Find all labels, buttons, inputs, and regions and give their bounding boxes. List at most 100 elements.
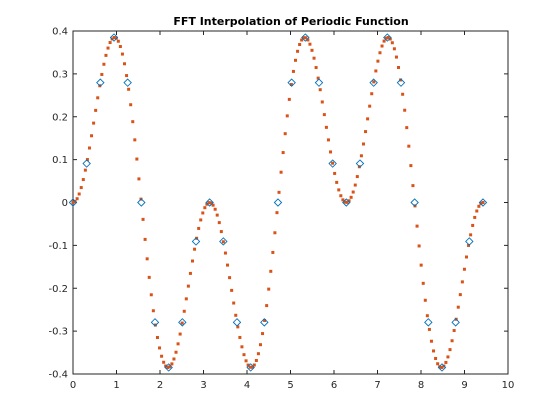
fine-point <box>131 120 135 124</box>
fine-point <box>155 336 159 340</box>
fine-point <box>120 52 124 56</box>
fine-point <box>462 267 466 271</box>
fine-point <box>374 69 378 73</box>
fine-point <box>190 259 194 263</box>
fine-point <box>180 321 184 325</box>
sample-point <box>68 198 78 207</box>
sample-point <box>410 198 419 207</box>
fine-point <box>473 215 477 219</box>
fine-point <box>230 288 234 292</box>
fine-point <box>444 360 448 364</box>
fine-point <box>118 45 122 49</box>
sample-point <box>191 237 201 246</box>
y-tick-label: -0.2 <box>48 284 68 295</box>
sample-point <box>96 78 105 87</box>
fine-point <box>403 108 407 112</box>
fine-point <box>236 325 240 329</box>
fine-point <box>114 36 118 40</box>
fine-point <box>108 41 112 45</box>
fine-point <box>244 359 248 363</box>
fine-point <box>440 365 444 369</box>
sample-point <box>383 33 392 42</box>
fine-point <box>275 211 279 215</box>
series-fine-interpolation <box>71 36 485 369</box>
x-tick-label: 5 <box>287 380 293 391</box>
fine-point <box>429 339 433 343</box>
fine-point <box>133 138 137 142</box>
fine-point <box>359 154 363 158</box>
fine-point <box>250 365 254 369</box>
fine-point <box>102 62 106 66</box>
sample-point <box>246 363 255 372</box>
fine-point <box>232 301 236 305</box>
fine-point <box>298 43 302 47</box>
series-coarse-samples <box>68 33 488 372</box>
fine-point <box>289 83 293 87</box>
fine-point <box>291 69 295 73</box>
fine-point <box>94 108 98 112</box>
fine-point <box>296 49 300 53</box>
fine-point <box>411 184 415 188</box>
fine-point <box>256 352 260 356</box>
fine-point <box>481 201 485 204</box>
y-tick-label: -0.3 <box>48 327 68 338</box>
fine-point <box>75 197 79 201</box>
fine-point <box>464 255 468 259</box>
fine-point <box>285 114 289 118</box>
x-tick-label: 6 <box>331 380 337 391</box>
fine-point <box>434 356 438 360</box>
fine-point <box>79 186 83 190</box>
sample-point <box>451 318 460 327</box>
fine-point <box>320 100 324 104</box>
fine-point <box>217 221 221 225</box>
fine-point <box>71 201 75 204</box>
fine-point <box>345 200 349 204</box>
x-tick-label: 9 <box>461 380 467 391</box>
x-tick-label: 8 <box>418 380 424 391</box>
sample-point <box>178 318 187 327</box>
sample-point <box>465 237 474 246</box>
y-tick-label: 0 <box>62 198 68 209</box>
fine-point <box>205 202 209 206</box>
fine-point <box>147 275 151 279</box>
y-tick-label: 0.1 <box>52 155 68 166</box>
fine-point <box>151 309 155 313</box>
x-tick-label: 2 <box>157 380 163 391</box>
fine-point <box>421 281 425 285</box>
fine-point <box>258 343 262 347</box>
fine-point <box>269 269 273 273</box>
fine-point <box>112 36 116 40</box>
fine-point <box>197 226 201 230</box>
chart-title: FFT Interpolation of Periodic Function <box>173 15 408 28</box>
y-tick-label: -0.1 <box>48 241 68 252</box>
fine-point <box>432 349 436 353</box>
fine-point <box>215 213 219 217</box>
fine-point <box>302 36 306 40</box>
fine-point <box>349 195 353 199</box>
x-tick-label: 1 <box>113 380 119 391</box>
fine-point <box>300 38 304 42</box>
fine-point <box>172 357 176 361</box>
fine-point <box>326 138 330 142</box>
fine-point <box>166 365 170 369</box>
fine-point <box>160 354 164 358</box>
fine-point <box>176 342 180 346</box>
fine-point <box>96 96 100 100</box>
sample-point <box>150 318 160 327</box>
fine-point <box>394 55 398 59</box>
fine-point <box>92 121 96 125</box>
fine-point <box>392 47 396 51</box>
fine-point <box>184 297 188 301</box>
fine-point <box>364 130 368 134</box>
fine-point <box>248 365 252 369</box>
fine-point <box>333 171 337 175</box>
fine-point <box>213 207 217 211</box>
x-tick-label: 4 <box>244 380 250 391</box>
fine-point <box>335 180 339 184</box>
fine-point <box>388 37 392 41</box>
fine-point <box>135 157 139 161</box>
fine-point <box>174 350 178 354</box>
sample-point <box>137 198 146 207</box>
fine-point <box>460 280 464 284</box>
sample-point <box>424 318 433 327</box>
